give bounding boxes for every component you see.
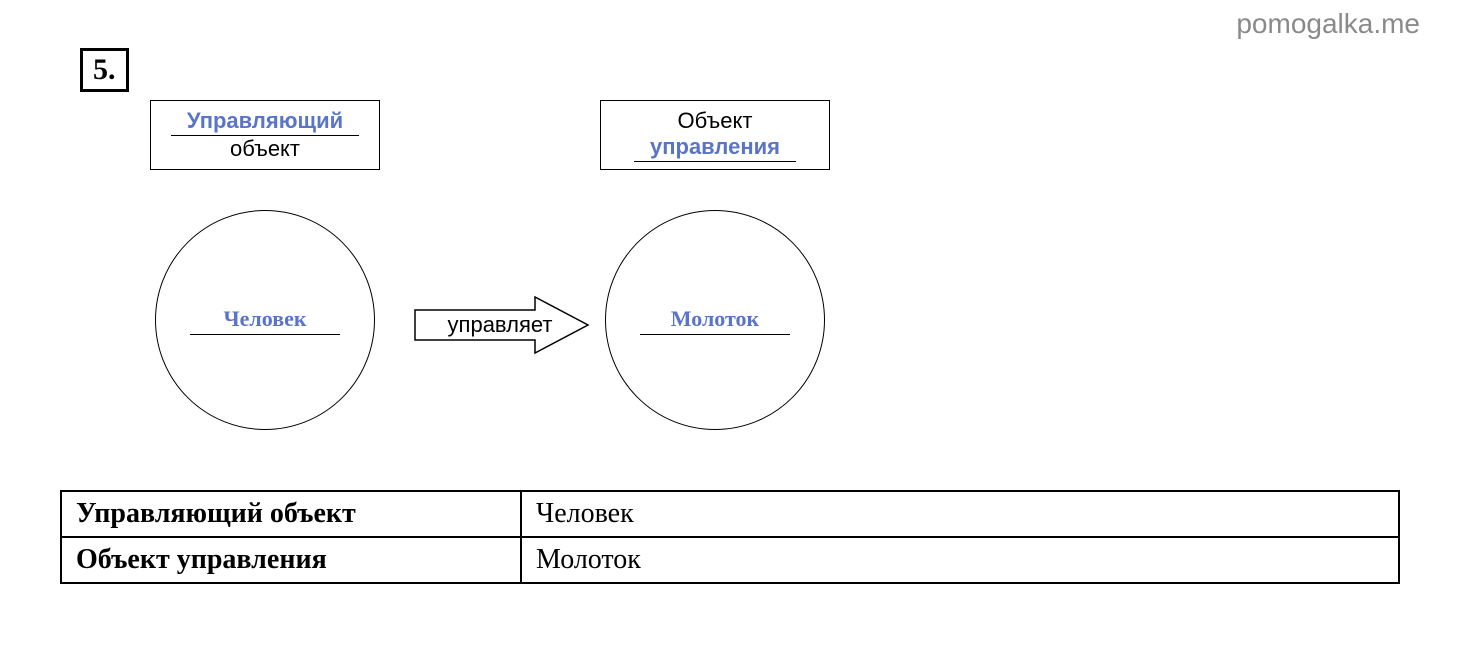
row2-header: Объект управления — [61, 537, 521, 583]
controlled-object-label-box: Объект управления — [600, 100, 830, 170]
table-row: Управляющий объект Человек — [61, 491, 1399, 537]
arrow-controls: управляет — [410, 295, 590, 355]
diagram-area: Управляющий объект Объект управления Чел… — [140, 100, 940, 450]
row1-header: Управляющий объект — [61, 491, 521, 537]
controlling-object-label-box: Управляющий объект — [150, 100, 380, 170]
circle-hammer: Молоток — [605, 210, 825, 430]
summary-table: Управляющий объект Человек Объект управл… — [60, 490, 1400, 584]
circle-human: Человек — [155, 210, 375, 430]
controlling-object-plain: объект — [230, 136, 300, 162]
circle-hammer-text: Молоток — [640, 306, 790, 335]
table-row: Объект управления Молоток — [61, 537, 1399, 583]
question-number-box: 5. — [80, 48, 129, 92]
controlled-object-fillin: управления — [634, 134, 796, 162]
circle-human-text: Человек — [190, 306, 340, 335]
row1-value: Человек — [521, 491, 1399, 537]
row2-value: Молоток — [521, 537, 1399, 583]
controlling-object-fillin: Управляющий — [171, 108, 359, 136]
controlled-object-plain: Объект — [678, 108, 753, 134]
arrow-label-text: управляет — [448, 312, 553, 338]
watermark-text: pomogalka.me — [1236, 8, 1420, 40]
